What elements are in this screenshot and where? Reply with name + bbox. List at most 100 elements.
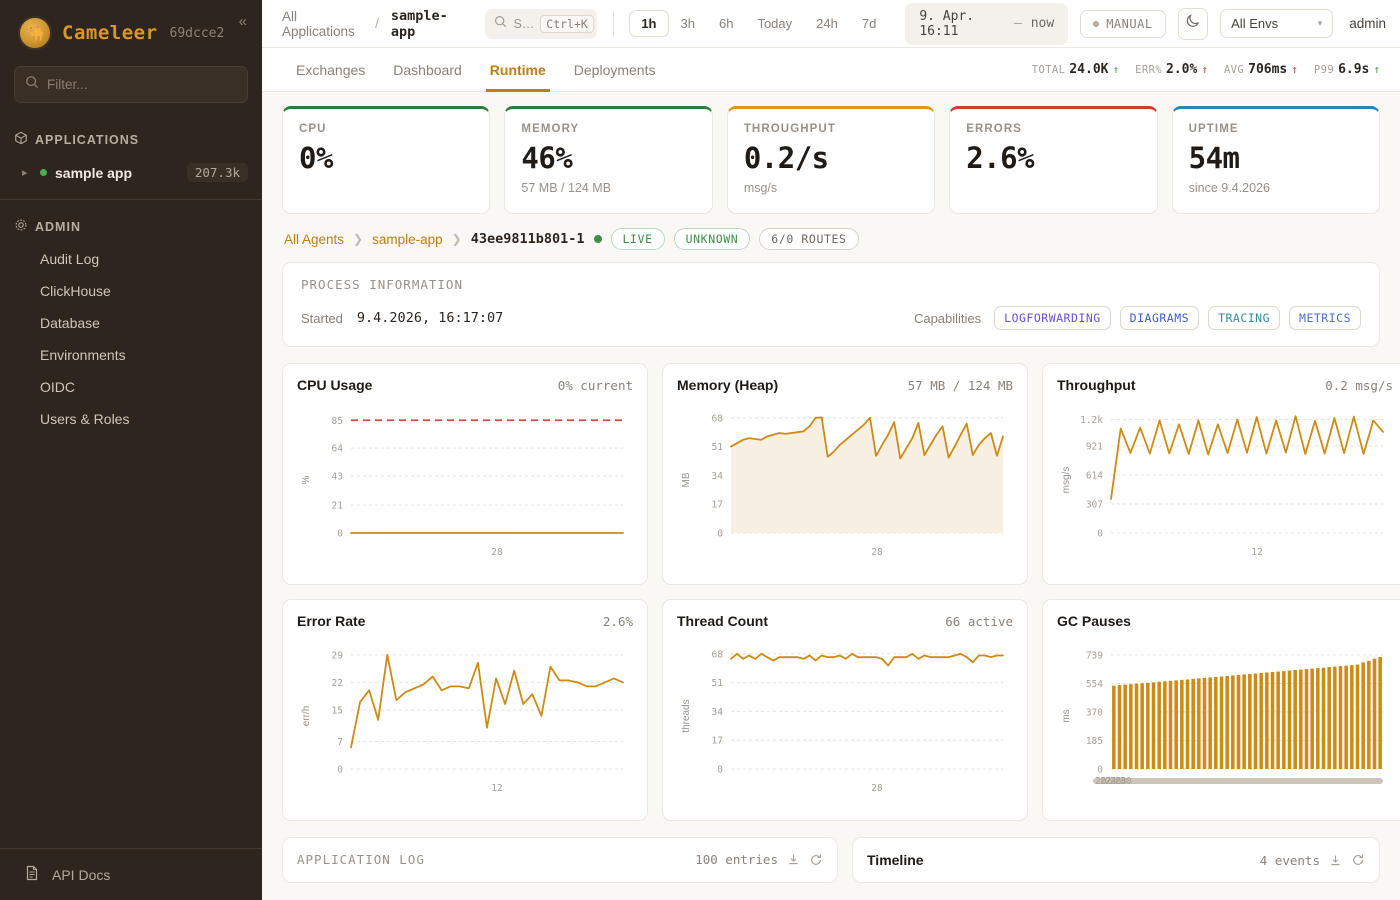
svg-text:20: 20 <box>1095 776 1107 787</box>
kpi-card-errors: ERRORS 2.6% <box>949 106 1158 214</box>
svg-text:85: 85 <box>332 416 343 427</box>
svg-text:12: 12 <box>1251 547 1262 558</box>
user-menu[interactable]: admin <box>1349 16 1386 31</box>
sidebar-item-clickhouse[interactable]: ClickHouse <box>40 283 111 299</box>
env-select[interactable]: All Envs ▾ <box>1220 9 1334 38</box>
refresh-icon[interactable] <box>1351 853 1365 867</box>
range-today[interactable]: Today <box>757 16 793 31</box>
sidebar-filter-input[interactable] <box>47 77 237 92</box>
refresh-mode-button[interactable]: MANUAL <box>1080 9 1166 38</box>
search-icon <box>25 75 39 94</box>
chart-plot[interactable]: 0 17 34 51 68 MB 28 <box>677 397 1013 573</box>
capability-logforwarding: LOGFORWARDING <box>994 306 1111 330</box>
download-icon[interactable] <box>1329 854 1342 867</box>
range-24h[interactable]: 24h <box>816 16 838 31</box>
tab-dashboard[interactable]: Dashboard <box>393 61 462 78</box>
started-label: Started <box>301 310 343 326</box>
chart-card-memory-heap: Memory (Heap) 57 MB / 124 MB 0 17 34 51 68 MB 28 <box>662 363 1028 585</box>
chart-plot[interactable]: 0 21 43 64 85% 28 <box>297 397 633 573</box>
kpi-sublabel: since 9.4.2026 <box>1188 181 1270 195</box>
range-7d[interactable]: 7d <box>861 16 877 31</box>
camel-logo-icon: 🐪 <box>18 16 52 50</box>
svg-text:34: 34 <box>712 471 724 482</box>
application-log-count: 100 entries <box>695 852 778 867</box>
svg-text:ms: ms <box>1061 709 1072 722</box>
stat-avg-value: 706ms <box>1248 62 1288 77</box>
svg-text:64: 64 <box>332 444 344 455</box>
sidebar-item-oidc[interactable]: OIDC <box>40 379 75 395</box>
sidebar-item-badge: 207.3k <box>186 163 248 182</box>
chart-title: Thread Count <box>677 613 768 629</box>
started-value: 9.4.2026, 16:17:07 <box>356 310 504 326</box>
sidebar-item-environments[interactable]: Environments <box>40 347 126 363</box>
capability-diagrams: DIAGRAMS <box>1119 306 1200 330</box>
global-search[interactable]: S… Ctrl+K <box>485 8 598 39</box>
theme-toggle-button[interactable] <box>1177 7 1209 40</box>
svg-text:29: 29 <box>332 650 344 661</box>
chart-plot[interactable]: 0 17 34 51 68 threads 28 <box>677 633 1013 809</box>
chart-header: Memory (Heap) 57 MB / 124 MB <box>677 377 1013 393</box>
svg-text:msg/s: msg/s <box>1061 467 1072 494</box>
sidebar-item-database[interactable]: Database <box>40 315 100 331</box>
sidebar-item-sample-app[interactable]: ▸ sample app 207.3k <box>0 156 262 189</box>
svg-text:739: 739 <box>1086 650 1103 661</box>
sidebar-item-users-roles[interactable]: Users & Roles <box>40 411 130 427</box>
sidebar-filter-box[interactable] <box>14 66 248 103</box>
svg-text:34: 34 <box>712 707 724 718</box>
topbar-divider <box>613 11 615 36</box>
sidebar-item-api-docs[interactable]: API Docs <box>0 848 262 900</box>
cube-icon <box>14 131 28 148</box>
breadcrumb-all-applications[interactable]: All Applications <box>282 8 355 39</box>
tab-deployments[interactable]: Deployments <box>573 61 656 78</box>
search-shortcut-kbd: Ctrl+K <box>540 14 594 33</box>
refresh-icon[interactable] <box>809 853 823 867</box>
collapse-sidebar-icon[interactable]: « <box>238 13 247 30</box>
gear-icon <box>14 218 28 235</box>
refresh-mode-label: MANUAL <box>1106 16 1153 31</box>
tab-exchanges[interactable]: Exchanges <box>296 61 366 78</box>
breadcrumb-all-agents[interactable]: All Agents <box>284 231 345 247</box>
kpi-label: THROUGHPUT <box>743 123 836 135</box>
application-log-title: APPLICATION LOG <box>297 852 425 867</box>
kpi-value: 54m <box>1188 141 1240 175</box>
chart-title: GC Pauses <box>1057 613 1131 629</box>
chart-plot[interactable]: 0 7 15 22 29 err/h 12 <box>297 633 633 809</box>
svg-text:68: 68 <box>712 413 724 424</box>
svg-text:51: 51 <box>712 442 724 453</box>
svg-text:7: 7 <box>337 737 343 748</box>
application-log-header: APPLICATION LOG 100 entries <box>297 852 823 867</box>
range-6h[interactable]: 6h <box>718 16 734 31</box>
range-3h[interactable]: 3h <box>680 16 695 31</box>
range-1h[interactable]: 1h <box>630 11 668 36</box>
breadcrumb-agent-app[interactable]: sample-app <box>372 231 443 247</box>
tab-runtime[interactable]: Runtime <box>476 48 560 92</box>
search-icon <box>494 15 507 33</box>
brand[interactable]: 🐪 Cameleer 69dcce2 <box>0 0 262 64</box>
main-area: All Applications / sample-app S… Ctrl+K … <box>262 0 1400 900</box>
applications-header: APPLICATIONS <box>0 123 262 156</box>
svg-text:15: 15 <box>332 705 343 716</box>
date-range-display[interactable]: 9. Apr. 16:11 – now <box>905 2 1069 45</box>
chart-title: Throughput <box>1057 377 1136 393</box>
svg-text:17: 17 <box>712 736 723 747</box>
svg-text:28: 28 <box>1115 776 1127 787</box>
chart-card-thread-count: Thread Count 66 active 0 17 34 51 68 threads 28 <box>662 599 1028 821</box>
chart-plot[interactable]: 0 307 614 921 1.2k msg/s 12 <box>1057 397 1393 573</box>
breadcrumb-chevron-icon: ❯ <box>353 232 364 246</box>
chart-card-throughput: Throughput 0.2 msg/s 0 307 614 921 1.2k msg/s 12 <box>1042 363 1400 585</box>
brand-name: Cameleer <box>62 22 158 44</box>
svg-text:threads: threads <box>681 699 692 732</box>
stat-p99-key: P99 <box>1313 63 1335 76</box>
svg-text:%: % <box>301 475 312 484</box>
chart-plot[interactable]: 0 185 370 554 739 ms 20 22 24 26 28 30 <box>1057 633 1393 809</box>
svg-text:0: 0 <box>337 765 343 776</box>
sidebar-item-audit-log[interactable]: Audit Log <box>40 251 100 267</box>
download-icon[interactable] <box>787 853 800 866</box>
time-range-group: 1h 3h 6h Today 24h 7d <box>630 11 887 36</box>
svg-text:0: 0 <box>337 529 343 540</box>
svg-text:MB: MB <box>681 472 692 487</box>
chevron-right-icon[interactable]: ▸ <box>22 167 28 179</box>
kpi-card-memory: MEMORY 46% 57 MB / 124 MB <box>504 106 713 214</box>
chart-card-error-rate: Error Rate 2.6% 0 7 15 22 29 err/h 12 <box>282 599 648 821</box>
